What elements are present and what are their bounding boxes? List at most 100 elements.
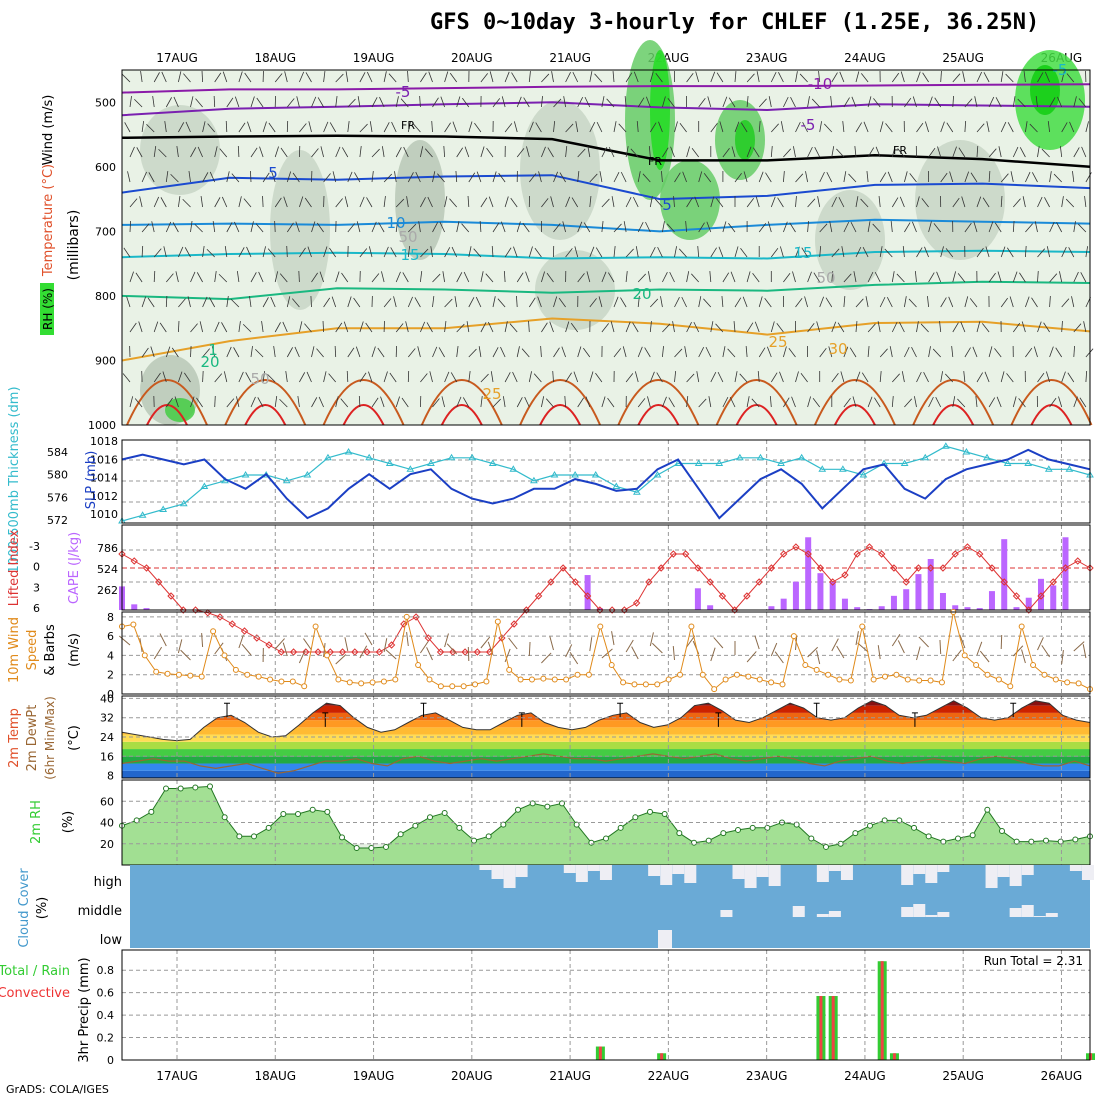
wind-barb (393, 296, 397, 308)
wind-barb (1079, 397, 1087, 408)
wind-barb (1012, 146, 1019, 158)
wind-barb (262, 195, 264, 208)
wind-barb (1061, 320, 1063, 333)
wind-barb (231, 173, 240, 183)
wind-barb (1073, 221, 1076, 233)
wind-barb (243, 198, 252, 208)
wind-barb (916, 196, 920, 208)
wind-barb-10m (807, 646, 819, 658)
run-total: Run Total = 2.31 (984, 954, 1083, 968)
rh2m-line-point (485, 833, 492, 840)
wind-barb (1019, 147, 1026, 158)
rh2m-line-point (661, 811, 668, 817)
wind-barb (727, 348, 736, 358)
wind-speed-line-point (506, 666, 513, 673)
thickness-point (797, 453, 806, 461)
wind-barb (976, 196, 982, 208)
wind-barb (504, 372, 511, 383)
wind-barb (432, 273, 441, 283)
thickness-point (365, 453, 374, 461)
wind-barb (335, 396, 339, 408)
li-point (473, 648, 482, 656)
wind-barb (589, 196, 592, 208)
li-point (804, 550, 812, 558)
wind-barb (211, 346, 216, 358)
cape-bar (903, 589, 910, 610)
wind-barb-10m (611, 631, 615, 646)
wind-barb (1081, 146, 1087, 158)
rh-axis-label: RH (%) (41, 288, 55, 330)
wind-barb (292, 172, 300, 183)
wind-barb (213, 95, 216, 108)
wind-barb (927, 296, 929, 308)
wind-barb-10m (713, 637, 724, 649)
isotherm-35 (1030, 404, 1073, 426)
wind-barb (492, 222, 500, 233)
wind-barb (734, 121, 740, 133)
wind-barb (879, 348, 888, 358)
wind-barb (818, 71, 821, 83)
wind-barb-10m (836, 645, 845, 659)
wind-barb (612, 71, 615, 83)
wind-barb (541, 271, 545, 283)
wind-barb (586, 271, 591, 283)
wind-barb (1037, 372, 1045, 383)
wind-barb (622, 346, 627, 358)
rh2m-line-point (192, 784, 199, 791)
wind-barb (1049, 346, 1054, 358)
wind-barb (202, 246, 205, 258)
wind-barb (462, 97, 470, 108)
wind-barb (1059, 146, 1063, 158)
wind-barb (795, 121, 801, 133)
wind-barb (414, 297, 421, 308)
wind-barb (1044, 71, 1050, 83)
wind-barb (1012, 322, 1021, 333)
wind-barb (698, 296, 702, 308)
rh2m-line-point (1028, 838, 1035, 845)
wind-barb (613, 246, 616, 258)
wind-barb (758, 222, 767, 233)
cape-bar (1001, 539, 1008, 610)
wind-barb (502, 396, 506, 408)
wind-barb (146, 123, 155, 133)
wind-barb (601, 271, 607, 283)
rh2m-line-point (515, 806, 521, 813)
wind-barb (236, 396, 240, 408)
wind-barb (466, 321, 470, 333)
thickness-point (653, 471, 662, 478)
wind-barb (877, 321, 881, 333)
wind-barb (901, 371, 905, 383)
wind-barb (407, 296, 413, 308)
wind-barb (674, 121, 678, 133)
wind-barb (187, 296, 191, 308)
wind-barb-10m (364, 632, 373, 646)
wind-barb (686, 271, 690, 283)
rh-shade (140, 105, 220, 195)
wind10-unit-label: (m/s) (67, 633, 82, 667)
wind-barb (710, 247, 717, 258)
wind-speed-line-point (460, 683, 467, 690)
rh-shade (815, 190, 885, 290)
wind-barb (770, 372, 778, 383)
wind-barb (432, 97, 439, 108)
wind-barb (412, 123, 421, 133)
wind-barb (226, 296, 229, 308)
wind-barb (366, 71, 373, 83)
wind-barb (710, 122, 718, 133)
li-point (669, 550, 678, 558)
wind-barb (662, 272, 668, 283)
li-point (155, 578, 163, 586)
wind-barb (853, 271, 857, 283)
isotherm-label: 50 (398, 228, 417, 246)
wind-barb (1006, 373, 1014, 383)
wind-barb (270, 296, 276, 308)
wind-barb (662, 346, 664, 358)
wind-barb (1071, 296, 1075, 308)
wind-barb (164, 121, 167, 133)
wind-barb (613, 172, 620, 183)
precip-frame (121, 949, 1091, 1061)
cape-bar (1050, 585, 1057, 610)
wind-speed-line-point (642, 681, 649, 688)
wind-barb (1061, 298, 1070, 308)
wind-barb (670, 146, 675, 158)
